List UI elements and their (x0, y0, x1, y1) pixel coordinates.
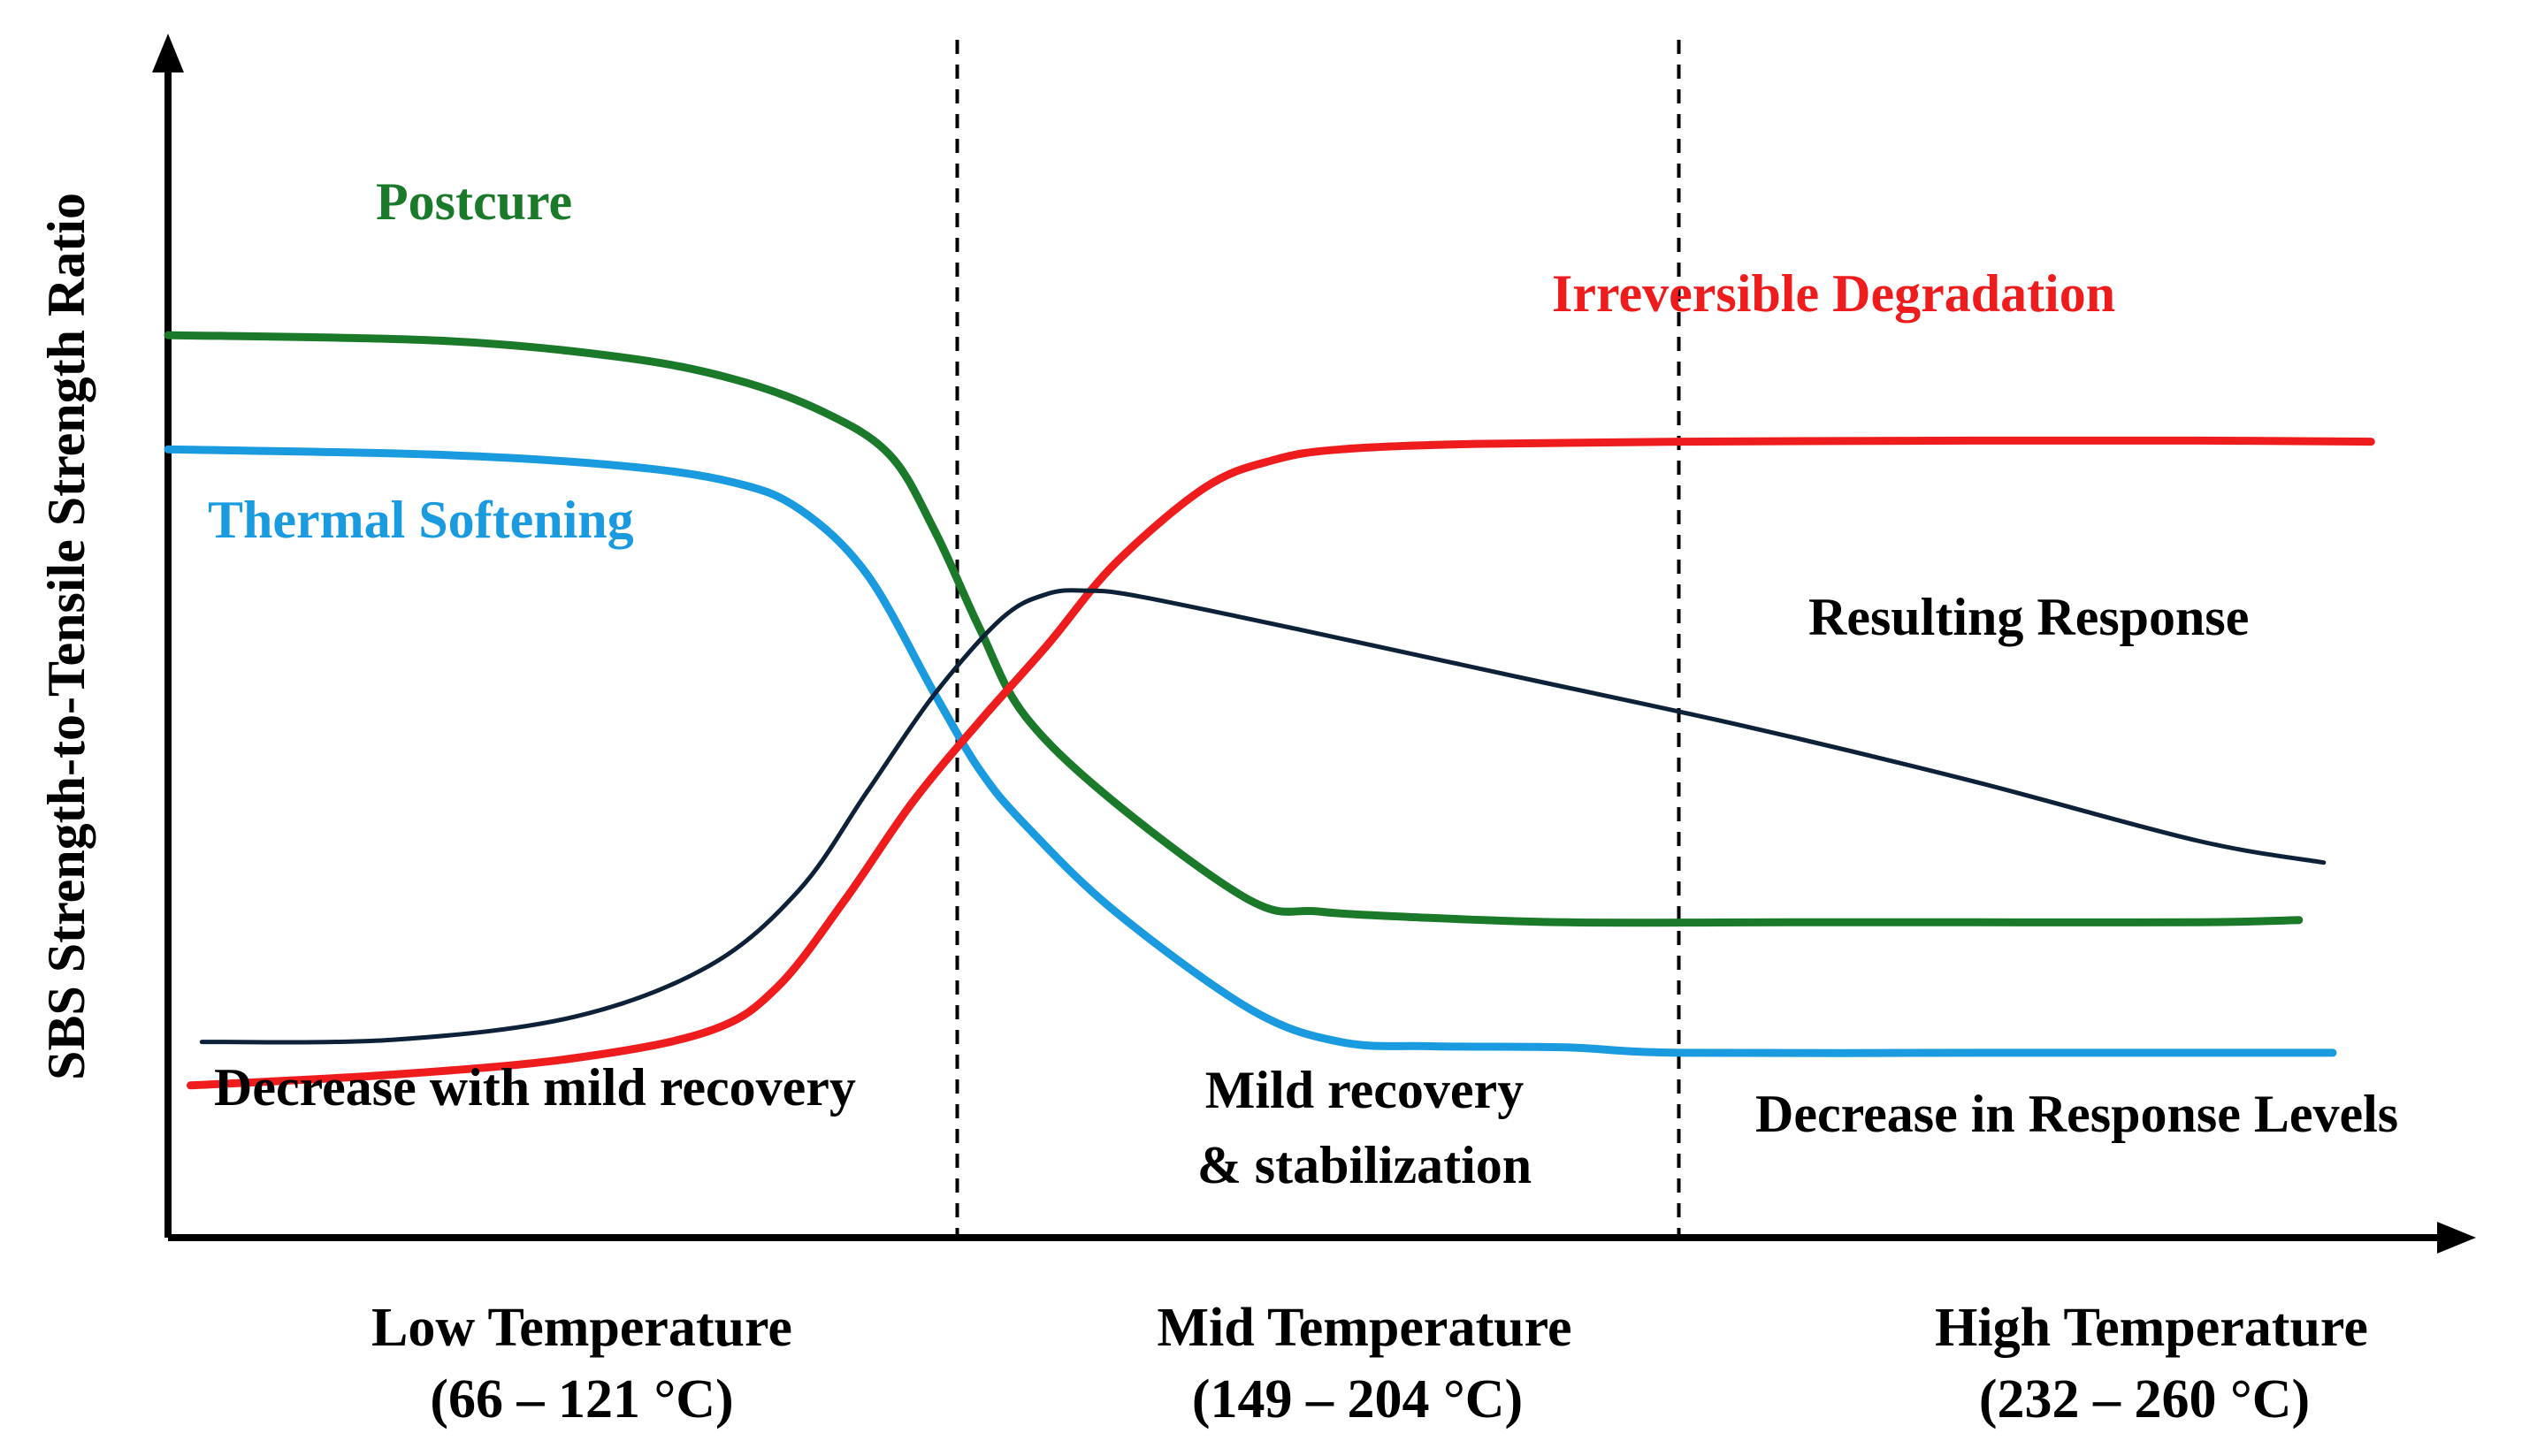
y-axis-label: SBS Strength-to-Tensile Strength Ratio (37, 193, 96, 1080)
x-region-range-high: (232 – 260 °C) (1979, 1369, 2310, 1429)
series-line-resulting-response (199, 588, 2327, 1045)
x-region-label-low: Low Temperature (371, 1298, 792, 1358)
region-note-mid-line1: Mild recovery (1205, 1061, 1524, 1119)
label-irreversible-degradation: Irreversible Degradation (1552, 264, 2115, 323)
label-thermal-softening: Thermal Softening (208, 491, 634, 549)
series-line-thermal-softening (164, 445, 2337, 1057)
x-region-label-mid: Mid Temperature (1158, 1298, 1572, 1358)
x-region-range-low: (66 – 121 °C) (430, 1369, 733, 1429)
label-postcure: Postcure (376, 172, 572, 231)
label-resulting-response: Resulting Response (1808, 588, 2249, 646)
series-line-irreversible-degradation (187, 436, 2375, 1090)
x-region-range-mid: (149 – 204 °C) (1192, 1369, 1523, 1429)
y-axis-arrowhead (152, 34, 184, 72)
region-note-low: Decrease with mild recovery (214, 1058, 856, 1117)
x-axis-arrowhead (2437, 1222, 2476, 1254)
region-note-mid-line2: & stabilization (1197, 1136, 1532, 1194)
series-line-postcure (164, 331, 2304, 927)
region-note-high: Decrease in Response Levels (1755, 1085, 2398, 1143)
x-region-label-high: High Temperature (1935, 1298, 2368, 1358)
